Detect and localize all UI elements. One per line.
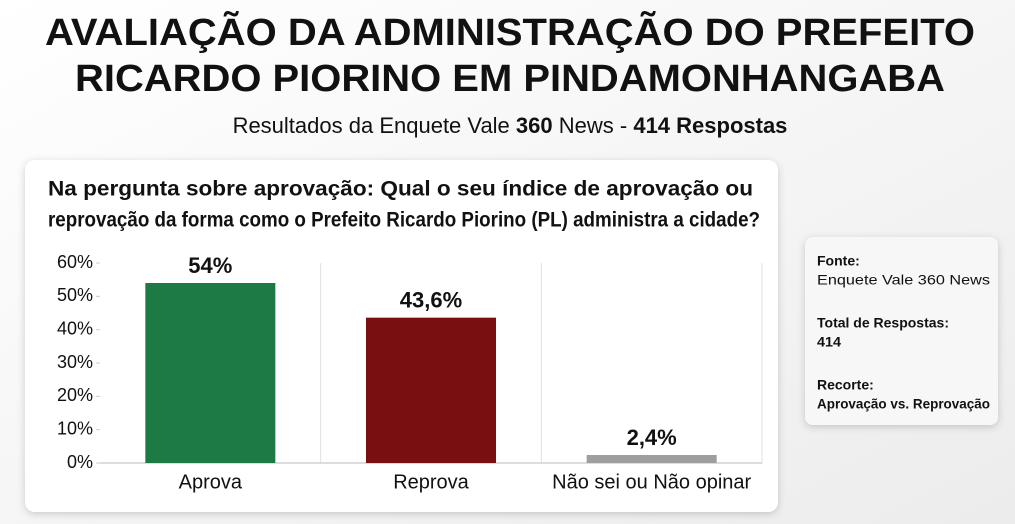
y-tick-label: 30% [57,352,93,372]
bar [586,455,717,463]
note-text: 414 [817,334,841,350]
y-tick-label: 10% [57,418,93,438]
value-label: 2,4% [627,425,677,450]
value-label: 54% [188,253,232,278]
question-line: Na pergunta sobre aprovação: Qual o seu … [48,178,753,201]
subtitle-part: Resultados da Enquete Vale [233,113,516,138]
note-text: Enquete Vale 360 News [817,272,990,288]
y-tick-label: 40% [57,318,93,338]
y-tick-label: 20% [57,385,93,405]
x-tick-label: Aprova [179,471,243,493]
info-card [805,237,998,425]
subtitle-part: News - [553,113,634,138]
value-label: 43,6% [400,287,462,312]
subtitle: Resultados da Enquete Vale 360 News - 41… [233,113,788,138]
bar [145,283,276,463]
title-line: RICARDO PIORINO EM PINDAMONHANGABA [75,58,945,100]
title-line: AVALIAÇÃO DA ADMINISTRAÇÃO DO PREFEITO [45,10,975,54]
question-line: reprovação da forma como o Prefeito Rica… [48,209,760,232]
note-text: Aprovação vs. Reprovação [817,396,990,412]
note-label: Fonte: [817,253,860,269]
x-tick-label: Reprova [393,471,469,493]
y-tick-label: 50% [57,285,93,305]
y-tick-label: 0% [67,452,93,472]
x-tick-label: Não sei ou Não opinar [552,471,751,493]
note-label: Total de Respostas: [817,315,949,331]
subtitle-part: 360 [516,113,553,138]
bar [366,317,496,463]
subtitle-part: 414 Respostas [633,113,787,138]
note-label: Recorte: [817,377,874,393]
y-tick-label: 60% [57,252,93,272]
